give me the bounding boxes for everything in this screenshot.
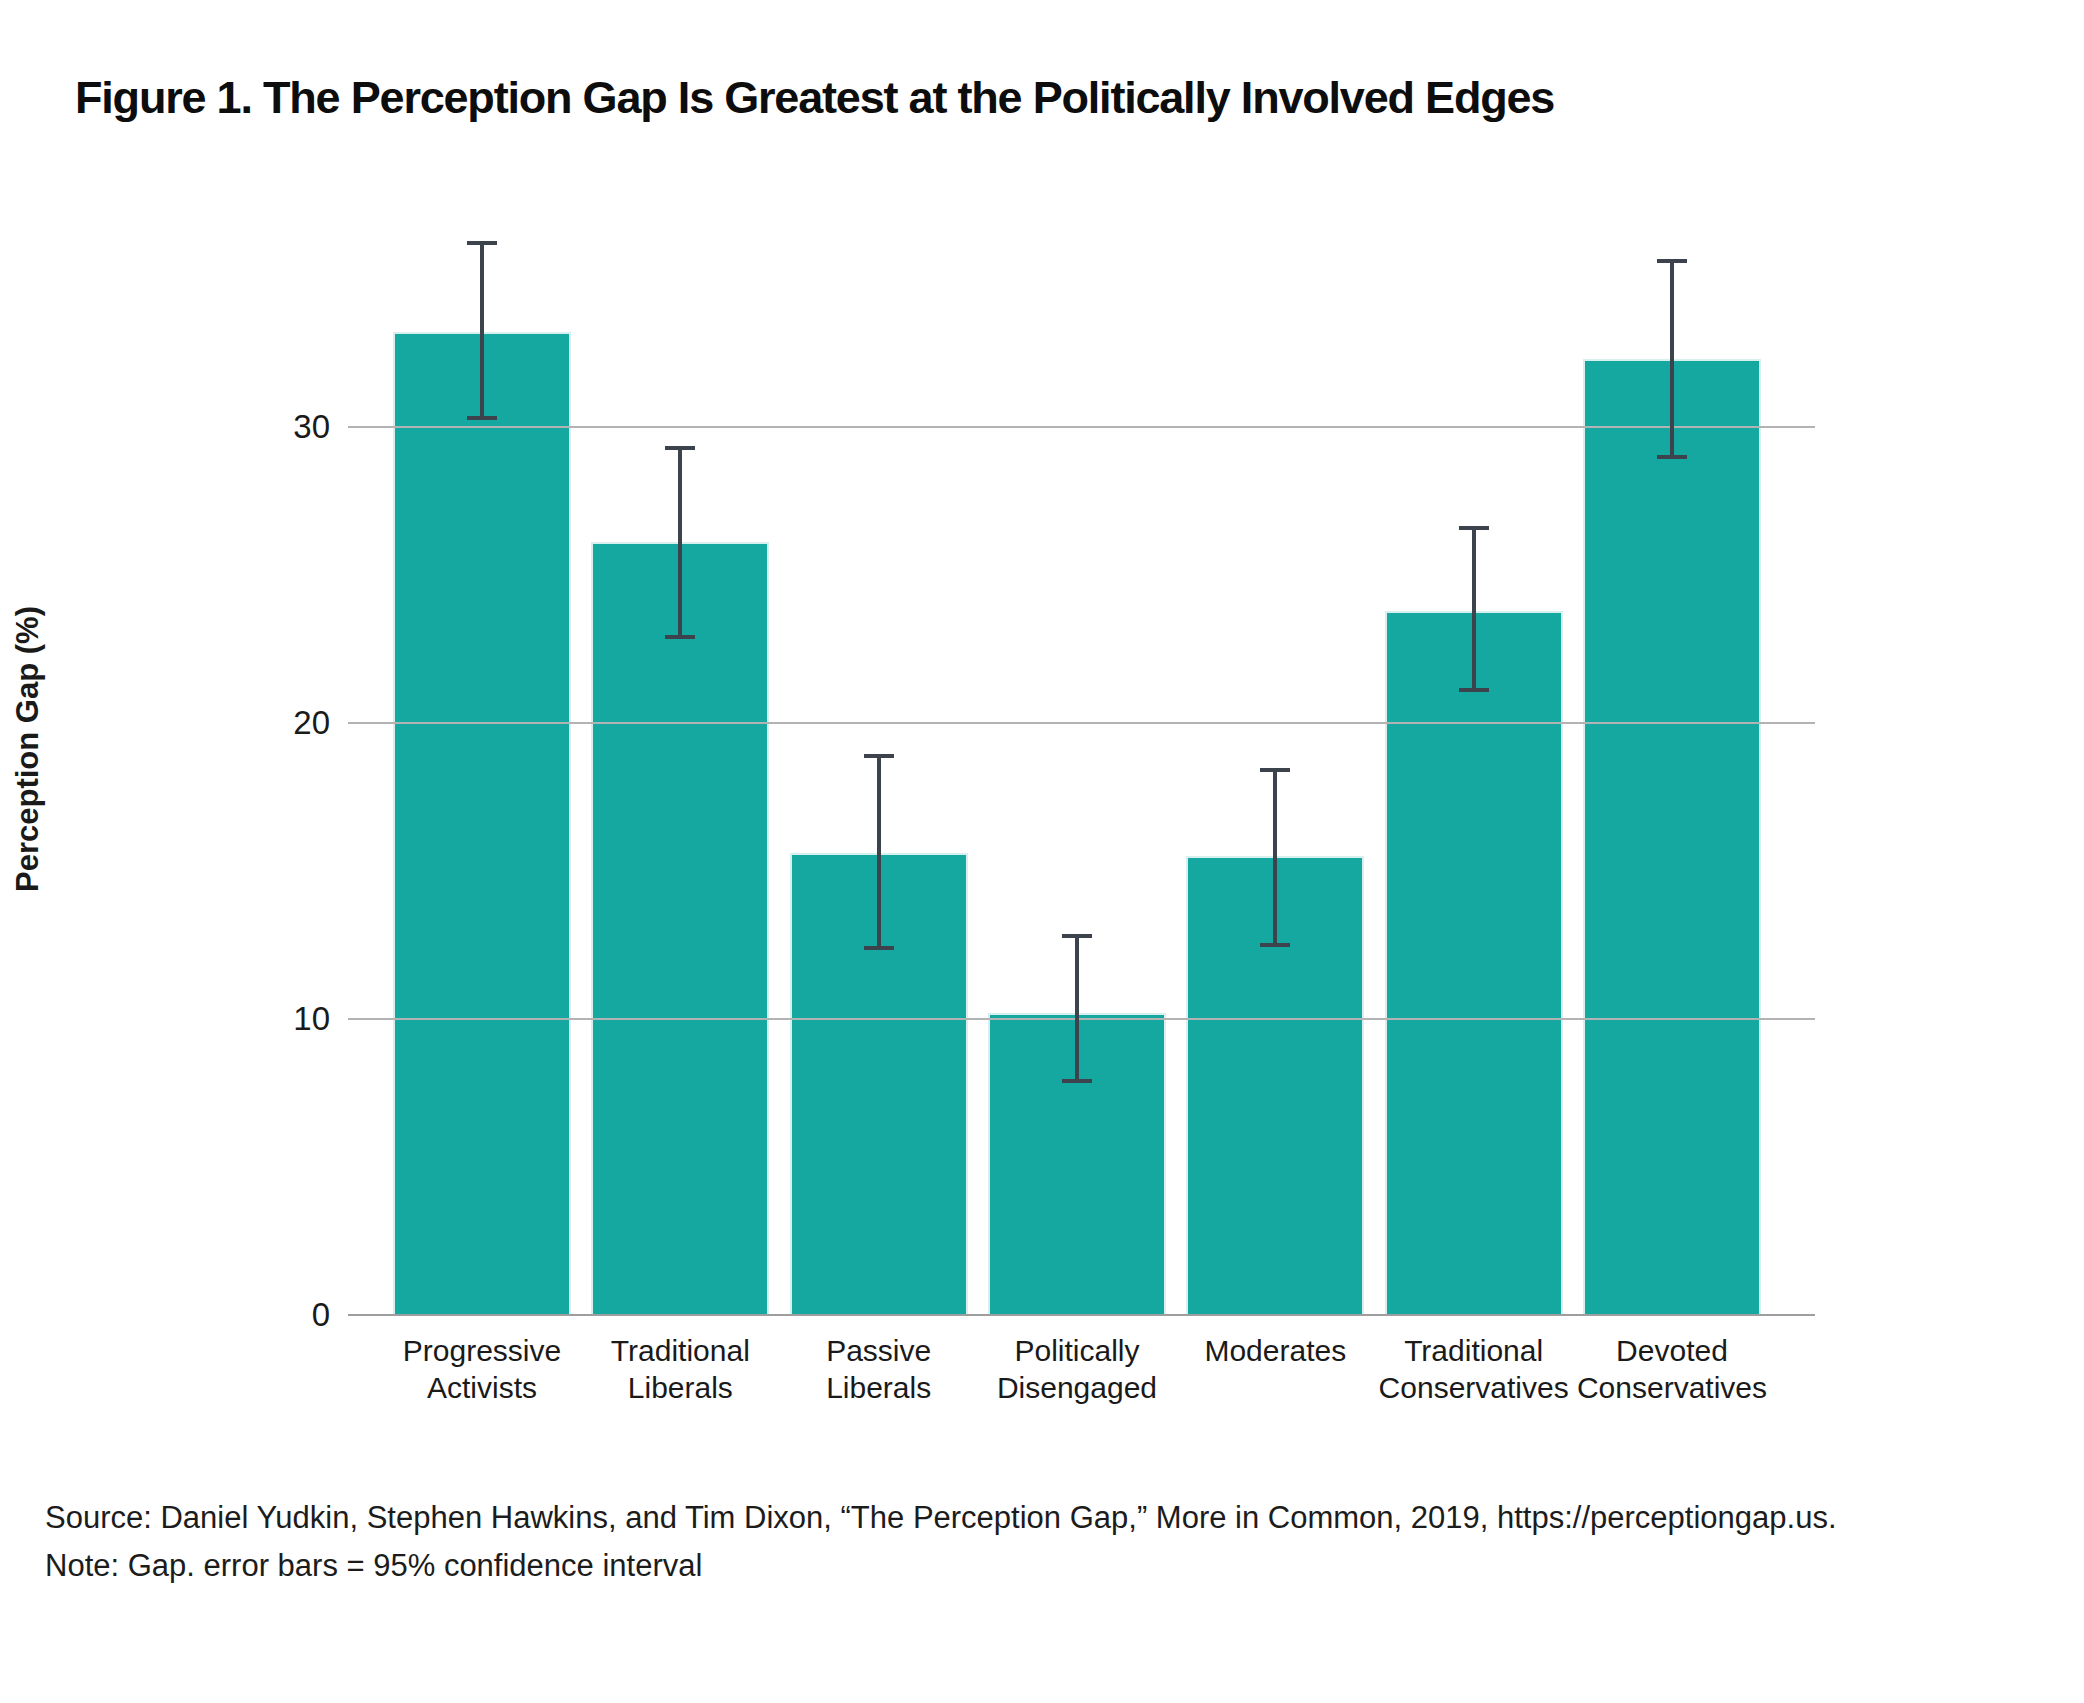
bar (591, 542, 769, 1315)
x-category-label-line: Progressive (367, 1332, 597, 1369)
x-category-label-line: Conservatives (1359, 1369, 1589, 1406)
x-category-label: DevotedConservatives (1557, 1332, 1787, 1406)
y-tick-label: 20 (0, 703, 330, 743)
error-bar-line (877, 756, 881, 948)
gridline (348, 1018, 1815, 1020)
plot-area (348, 180, 1815, 1315)
source-note: Source: Daniel Yudkin, Stephen Hawkins, … (45, 1494, 1837, 1542)
error-bar-cap-bottom (1657, 455, 1687, 459)
footer: Source: Daniel Yudkin, Stephen Hawkins, … (45, 1494, 1837, 1590)
error-bar-cap-top (1657, 259, 1687, 263)
x-category-label-line: Conservatives (1557, 1369, 1787, 1406)
x-category-label-line: Politically (962, 1332, 1192, 1369)
x-category-label-line: Moderates (1160, 1332, 1390, 1369)
error-bar-line (678, 448, 682, 637)
x-category-label-line: Disengaged (962, 1369, 1192, 1406)
x-category-label-line: Passive (764, 1332, 994, 1369)
error-bar-cap-top (1062, 934, 1092, 938)
error-bar-line (1472, 528, 1476, 691)
x-category-label: ProgressiveActivists (367, 1332, 597, 1406)
y-tick-label: 30 (0, 407, 330, 447)
x-category-label-line: Liberals (565, 1369, 795, 1406)
y-axis-label: Perception Gap (%) (10, 489, 46, 1009)
gridline (348, 722, 1815, 724)
error-bar-cap-bottom (1260, 943, 1290, 947)
bar (393, 332, 571, 1315)
x-category-label-line: Traditional (1359, 1332, 1589, 1369)
y-tick-label: 0 (0, 1295, 330, 1335)
x-axis-baseline (348, 1314, 1815, 1316)
error-bar-cap-bottom (665, 635, 695, 639)
x-category-label-line: Devoted (1557, 1332, 1787, 1369)
figure-title: Figure 1. The Perception Gap Is Greatest… (75, 72, 1554, 124)
error-bar-cap-bottom (864, 946, 894, 950)
x-category-label: Moderates (1160, 1332, 1390, 1369)
x-category-label-line: Activists (367, 1369, 597, 1406)
caption-note: Note: Gap. error bars = 95% confidence i… (45, 1542, 1837, 1590)
bar (1583, 359, 1761, 1315)
x-category-label-line: Traditional (565, 1332, 795, 1369)
error-bar-cap-bottom (1459, 688, 1489, 692)
x-category-label-line: Liberals (764, 1369, 994, 1406)
error-bar-cap-top (864, 754, 894, 758)
error-bar-cap-top (1260, 768, 1290, 772)
error-bar-line (1670, 261, 1674, 456)
x-category-label: TraditionalLiberals (565, 1332, 795, 1406)
error-bar-line (1075, 936, 1079, 1081)
y-tick-label: 10 (0, 999, 330, 1039)
error-bar-cap-top (467, 241, 497, 245)
error-bar-cap-top (665, 446, 695, 450)
error-bar-cap-bottom (1062, 1079, 1092, 1083)
error-bar-cap-bottom (467, 416, 497, 420)
x-category-label: TraditionalConservatives (1359, 1332, 1589, 1406)
figure-page: Figure 1. The Perception Gap Is Greatest… (0, 0, 2084, 1703)
error-bar-line (480, 244, 484, 419)
error-bar-cap-top (1459, 526, 1489, 530)
error-bar-line (1273, 770, 1277, 945)
gridline (348, 426, 1815, 428)
bar (1385, 611, 1563, 1315)
x-category-label: PassiveLiberals (764, 1332, 994, 1406)
x-category-label: PoliticallyDisengaged (962, 1332, 1192, 1406)
